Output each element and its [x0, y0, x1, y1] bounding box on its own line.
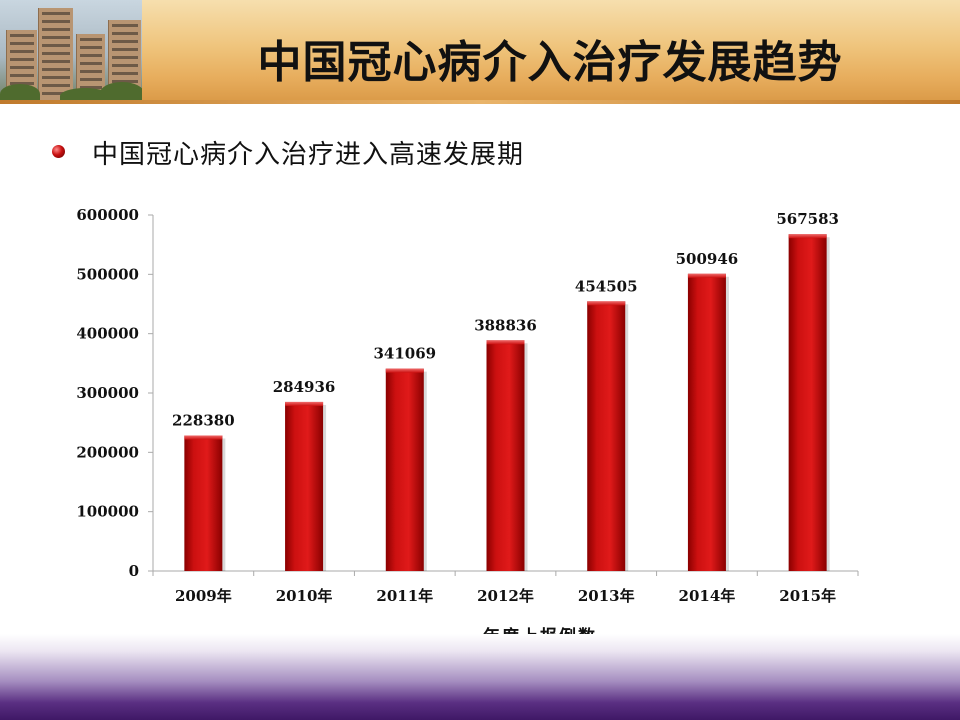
bar: [385, 368, 424, 571]
data-label: 567583: [776, 210, 839, 228]
x-tick-label: 2013年: [578, 587, 635, 605]
y-tick-label: 500000: [76, 265, 139, 283]
bar: [184, 435, 223, 571]
bar: [587, 301, 626, 571]
bar-cap: [385, 368, 424, 373]
y-tick-label: 300000: [76, 384, 139, 402]
data-label: 454505: [575, 277, 638, 295]
y-tick-label: 600000: [76, 206, 139, 224]
bar: [687, 273, 726, 571]
hospital-building-photo: [0, 0, 142, 104]
bar-cap: [687, 273, 726, 278]
x-tick-label: 2012年: [477, 587, 534, 605]
title-banner: 中国冠心病介入治疗发展趋势: [0, 0, 960, 104]
bar-cap: [184, 435, 223, 440]
data-label: 500946: [676, 250, 739, 268]
x-tick-label: 2010年: [276, 587, 333, 605]
bar-cap: [285, 401, 324, 406]
data-label: 341069: [373, 345, 436, 363]
bar-cap: [587, 301, 626, 306]
x-tick-label: 2009年: [175, 587, 232, 605]
bar: [285, 401, 324, 571]
y-tick-label: 200000: [76, 443, 139, 461]
bar-chart: 0 100000 200000 300000 400000 500000 600000 228…: [76, 206, 859, 647]
slide-subtitle: 中国冠心病介入治疗进入高速发展期: [92, 140, 525, 170]
x-tick-label: 2015年: [779, 587, 836, 605]
footer-gradient: [0, 634, 960, 720]
bar-cap: [788, 234, 827, 239]
data-label: 228380: [172, 411, 235, 429]
x-tick-label: 2014年: [679, 587, 736, 605]
data-label: 284936: [273, 378, 336, 396]
bar: [486, 340, 525, 571]
bar-cap: [486, 340, 525, 345]
bar: [788, 234, 827, 572]
y-tick-label: 400000: [76, 325, 139, 343]
slide-title: 中国冠心病介入治疗发展趋势: [257, 37, 843, 88]
y-tick-label: 0: [129, 562, 139, 580]
x-tick-label: 2011年: [376, 587, 433, 605]
bullet-icon: [52, 145, 65, 158]
data-label: 388836: [474, 316, 537, 334]
y-tick-label: 100000: [76, 503, 139, 521]
